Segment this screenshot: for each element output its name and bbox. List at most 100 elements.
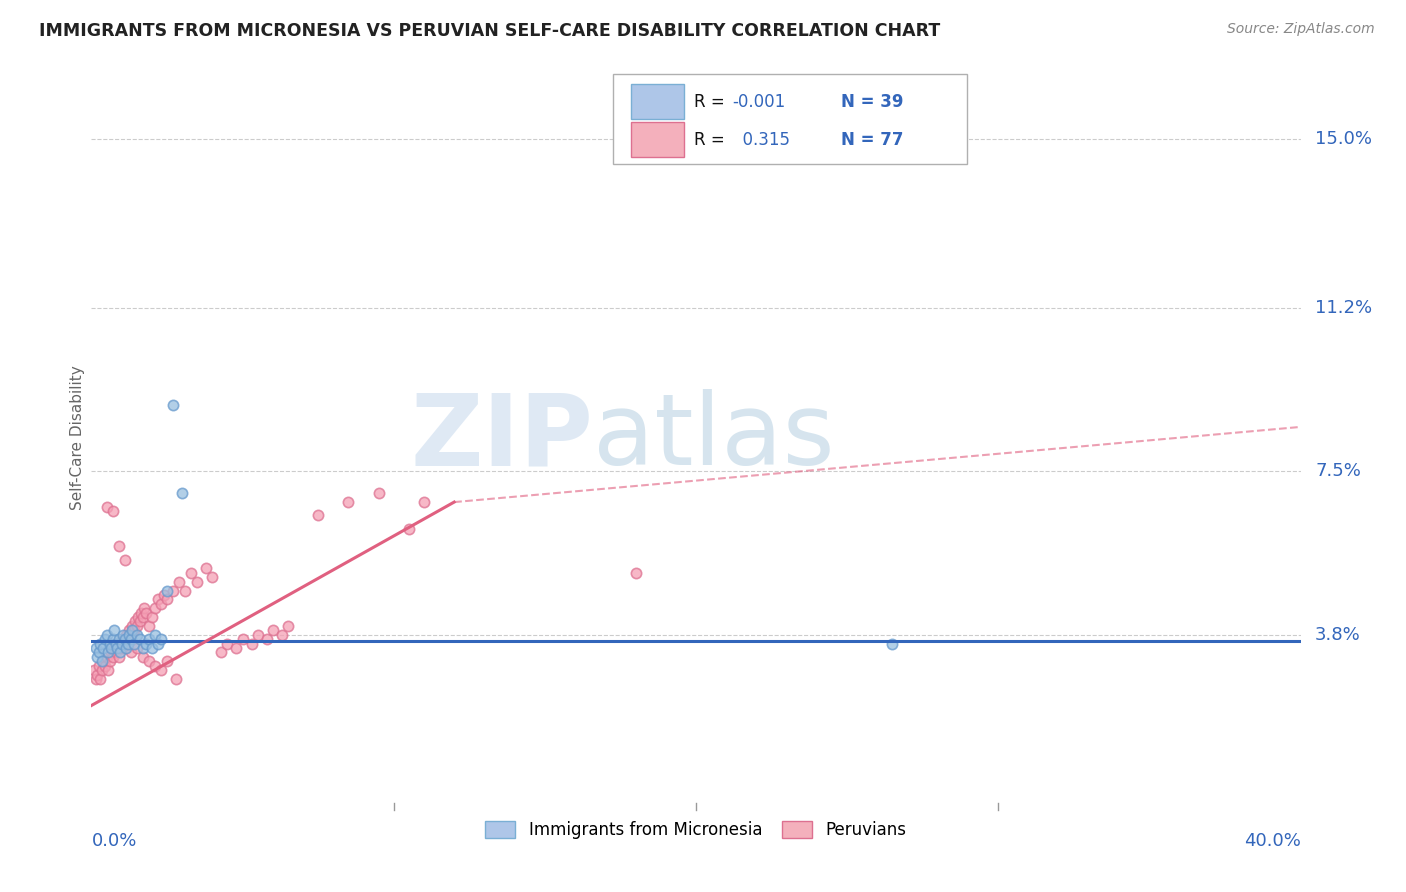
Point (624, 566, 647, 580)
Point (107, 539, 129, 553)
Point (143, 658, 166, 673)
Text: 7.5%: 7.5% (1315, 462, 1361, 480)
Text: atlas: atlas (593, 390, 835, 486)
Point (111, 637, 132, 651)
Point (94, 658, 117, 673)
Point (114, 552, 136, 566)
Point (240, 637, 263, 651)
Point (141, 610, 163, 624)
Point (121, 619, 143, 633)
Point (111, 637, 132, 651)
Point (186, 574, 208, 589)
Point (101, 649, 124, 664)
Point (105, 640, 128, 655)
Point (84, 640, 107, 655)
Point (149, 597, 172, 611)
Point (120, 632, 142, 647)
Point (882, 637, 904, 651)
Point (91, 663, 114, 677)
Point (125, 628, 148, 642)
Text: N = 77: N = 77 (841, 131, 904, 149)
Point (120, 628, 142, 642)
Point (135, 606, 157, 620)
Point (138, 654, 160, 668)
Text: 11.2%: 11.2% (1315, 299, 1372, 317)
Point (143, 601, 166, 615)
Point (89, 637, 111, 651)
Point (165, 672, 187, 686)
Point (108, 645, 131, 659)
Point (115, 628, 138, 642)
Point (104, 637, 127, 651)
Point (156, 583, 179, 598)
Text: R =: R = (693, 131, 724, 149)
Point (262, 624, 284, 638)
Point (105, 637, 128, 651)
Point (132, 649, 155, 664)
Point (307, 508, 329, 523)
FancyBboxPatch shape (613, 74, 967, 163)
Point (117, 637, 139, 651)
Point (146, 637, 169, 651)
Point (128, 615, 150, 629)
Point (101, 504, 124, 518)
Point (162, 583, 184, 598)
Point (277, 619, 299, 633)
Point (246, 628, 269, 642)
Point (138, 632, 160, 647)
Point (87, 658, 110, 673)
Point (121, 624, 143, 638)
Point (98, 637, 121, 651)
Point (129, 606, 152, 620)
Point (195, 561, 218, 575)
Point (100, 640, 122, 655)
Text: 0.0%: 0.0% (91, 832, 136, 850)
Point (128, 632, 150, 647)
Text: R =: R = (693, 93, 724, 111)
Point (162, 398, 184, 412)
Point (115, 640, 138, 655)
Point (112, 628, 135, 642)
Text: 15.0%: 15.0% (1315, 130, 1372, 148)
Point (112, 632, 135, 647)
Point (117, 632, 139, 647)
Point (149, 632, 172, 647)
Point (84, 672, 107, 686)
Point (225, 640, 247, 655)
Point (167, 574, 190, 589)
Point (97, 645, 120, 659)
Point (270, 628, 292, 642)
Point (118, 624, 141, 638)
Point (156, 592, 179, 607)
Point (209, 645, 232, 659)
Point (104, 645, 127, 659)
Point (97, 663, 120, 677)
Point (93, 654, 115, 668)
Text: 0.315: 0.315 (733, 131, 790, 149)
Point (398, 522, 420, 536)
Text: 40.0%: 40.0% (1244, 832, 1301, 850)
Text: ZIP: ZIP (411, 390, 593, 486)
Point (114, 640, 136, 655)
Point (86, 649, 108, 664)
Point (96, 628, 118, 642)
Point (120, 645, 142, 659)
Point (132, 610, 155, 624)
Point (367, 486, 389, 500)
Point (103, 640, 125, 655)
Point (143, 628, 166, 642)
Point (138, 619, 160, 633)
Y-axis label: Self-Care Disability: Self-Care Disability (70, 366, 84, 510)
Point (413, 495, 436, 509)
Point (122, 624, 145, 638)
Point (96, 500, 118, 514)
Legend: Immigrants from Micronesia, Peruvians: Immigrants from Micronesia, Peruvians (478, 814, 914, 846)
Point (114, 632, 136, 647)
Text: -0.001: -0.001 (733, 93, 786, 111)
Point (217, 637, 239, 651)
Point (87, 645, 110, 659)
Point (134, 601, 156, 615)
Point (132, 640, 155, 655)
Point (141, 640, 163, 655)
Point (149, 663, 172, 677)
